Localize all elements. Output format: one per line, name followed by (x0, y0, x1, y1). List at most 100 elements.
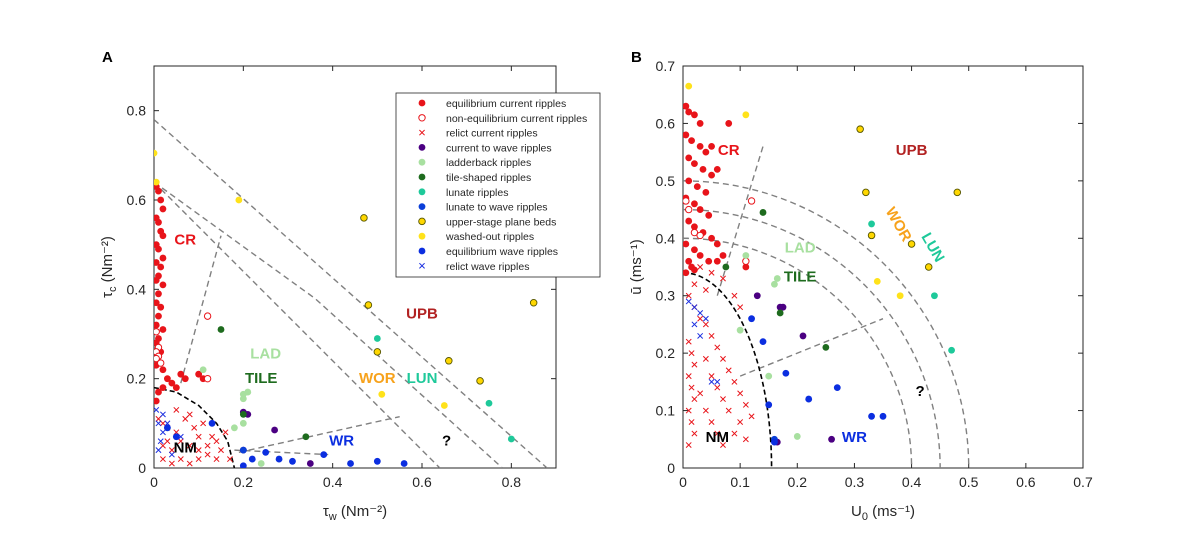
data-point-relict-current (213, 438, 220, 445)
data-point-relict-wave (697, 332, 704, 339)
region-label: UPB (896, 142, 928, 159)
regime-boundary (154, 119, 548, 468)
legend-marker (418, 188, 426, 196)
data-point-washed (742, 111, 750, 119)
data-point-current-to-wave (799, 332, 807, 340)
regime-boundary (739, 318, 884, 377)
data-point-lunate (507, 435, 515, 443)
data-point-relict-current (685, 373, 692, 380)
data-point-eq-current (159, 254, 167, 262)
data-point-eq-current (725, 120, 733, 127)
data-point-relict-current (155, 415, 162, 422)
data-point-eq-current (159, 232, 167, 240)
data-point-washed (685, 82, 693, 90)
data-point-eq-current (157, 303, 165, 311)
data-point-eq-current (685, 205, 693, 214)
legend-entry: ladderback ripples (446, 157, 531, 169)
data-point-ladderback (231, 424, 238, 432)
legend-entry: lunate to wave ripples (446, 202, 548, 214)
data-point-eq-current (155, 388, 162, 396)
region-label: ? (442, 433, 451, 450)
data-point-relict-current (720, 355, 726, 362)
data-point-upb-fill (924, 263, 933, 271)
region-label: LUN (407, 370, 438, 387)
data-point-eq-current (747, 197, 756, 205)
region-label: TILE (245, 370, 278, 387)
data-point-relict-wave (155, 420, 162, 427)
x-tick-label: 0.7 (1073, 474, 1093, 490)
data-point-relict-wave (685, 298, 692, 305)
data-point-eq-current (696, 252, 704, 259)
data-point-upb-fill (445, 357, 453, 365)
x-tick-label: 0.8 (502, 474, 522, 490)
panel-letter: B (631, 49, 642, 66)
data-point-relict-wave (708, 378, 715, 385)
data-point-lunate (485, 399, 493, 407)
data-point-eq-current (683, 240, 690, 248)
legend-entry: non-equilibrium current ripples (446, 113, 587, 125)
x-tick-label: 0.3 (845, 474, 865, 490)
data-point-relict-current (177, 456, 184, 463)
data-point-eq-current (699, 165, 707, 173)
data-point-ladderback (736, 326, 744, 334)
y-tick-label: 0.2 (656, 345, 676, 361)
data-point-relict-wave (714, 378, 721, 385)
legend-marker (418, 144, 426, 151)
legend-box (395, 92, 601, 278)
data-point-eq-wave (748, 315, 755, 323)
data-point-eq-current (154, 321, 160, 329)
data-point-eq-current (159, 326, 167, 333)
region-label: LAD (785, 240, 816, 257)
y-tick-label: 0.1 (656, 403, 676, 419)
data-point-eq-current (685, 177, 693, 185)
data-point-eq-wave (782, 369, 790, 377)
data-point-relict-current (691, 396, 698, 403)
data-point-eq-current (159, 281, 167, 289)
regime-boundary-arc (683, 237, 913, 468)
data-point-relict-current (685, 442, 692, 448)
data-point-relict-current (195, 447, 202, 454)
data-point-washed (873, 277, 881, 285)
data-point-washed (235, 196, 243, 204)
data-point-eq-current (708, 234, 715, 242)
data-point-ladderback (742, 252, 750, 259)
data-point-relict-current (697, 315, 704, 322)
data-point-ladderback (773, 275, 781, 282)
data-point-ladderback (199, 366, 207, 374)
regime-boundary (238, 415, 400, 454)
legend-entry: upper-stage plane beds (446, 216, 556, 228)
data-point-relict-current (186, 411, 193, 418)
data-point-washed (154, 178, 160, 186)
x-tick-label: 0.2 (788, 474, 808, 490)
data-point-tile (759, 209, 767, 216)
data-point-ladderback (793, 433, 801, 440)
data-point-relict-current (725, 367, 732, 374)
data-point-eq-current (708, 171, 715, 179)
data-point-upb-fill (360, 214, 368, 222)
data-point-upb-fill (364, 301, 373, 309)
data-point-eq-current (683, 131, 690, 139)
data-point-tile (822, 344, 830, 351)
data-point-ladderback (257, 460, 265, 467)
data-point-eq-wave (320, 451, 328, 458)
data-point-washed (154, 149, 158, 157)
legend-marker (418, 203, 426, 211)
y-tick-label: 0.8 (127, 103, 147, 119)
panel-letter: A (102, 49, 113, 66)
region-label: UPB (406, 305, 438, 322)
data-point-eq-current (691, 223, 698, 231)
data-point-relict-current (731, 430, 738, 437)
data-point-lunate (948, 346, 955, 354)
data-point-upb-fill (862, 188, 870, 197)
data-point-eq-current (203, 312, 212, 320)
data-point-relict-current (702, 321, 709, 328)
data-point-eq-current (154, 397, 160, 405)
data-point-eq-current (691, 111, 698, 119)
data-point-lunate-to-wave (239, 446, 247, 454)
data-point-upb-fill (856, 125, 864, 133)
legend-marker (418, 232, 426, 240)
data-point-relict-current (720, 275, 726, 282)
x-tick-label: 0.6 (412, 474, 432, 490)
region-label: NM (706, 429, 729, 446)
data-point-relict-current (168, 460, 175, 467)
